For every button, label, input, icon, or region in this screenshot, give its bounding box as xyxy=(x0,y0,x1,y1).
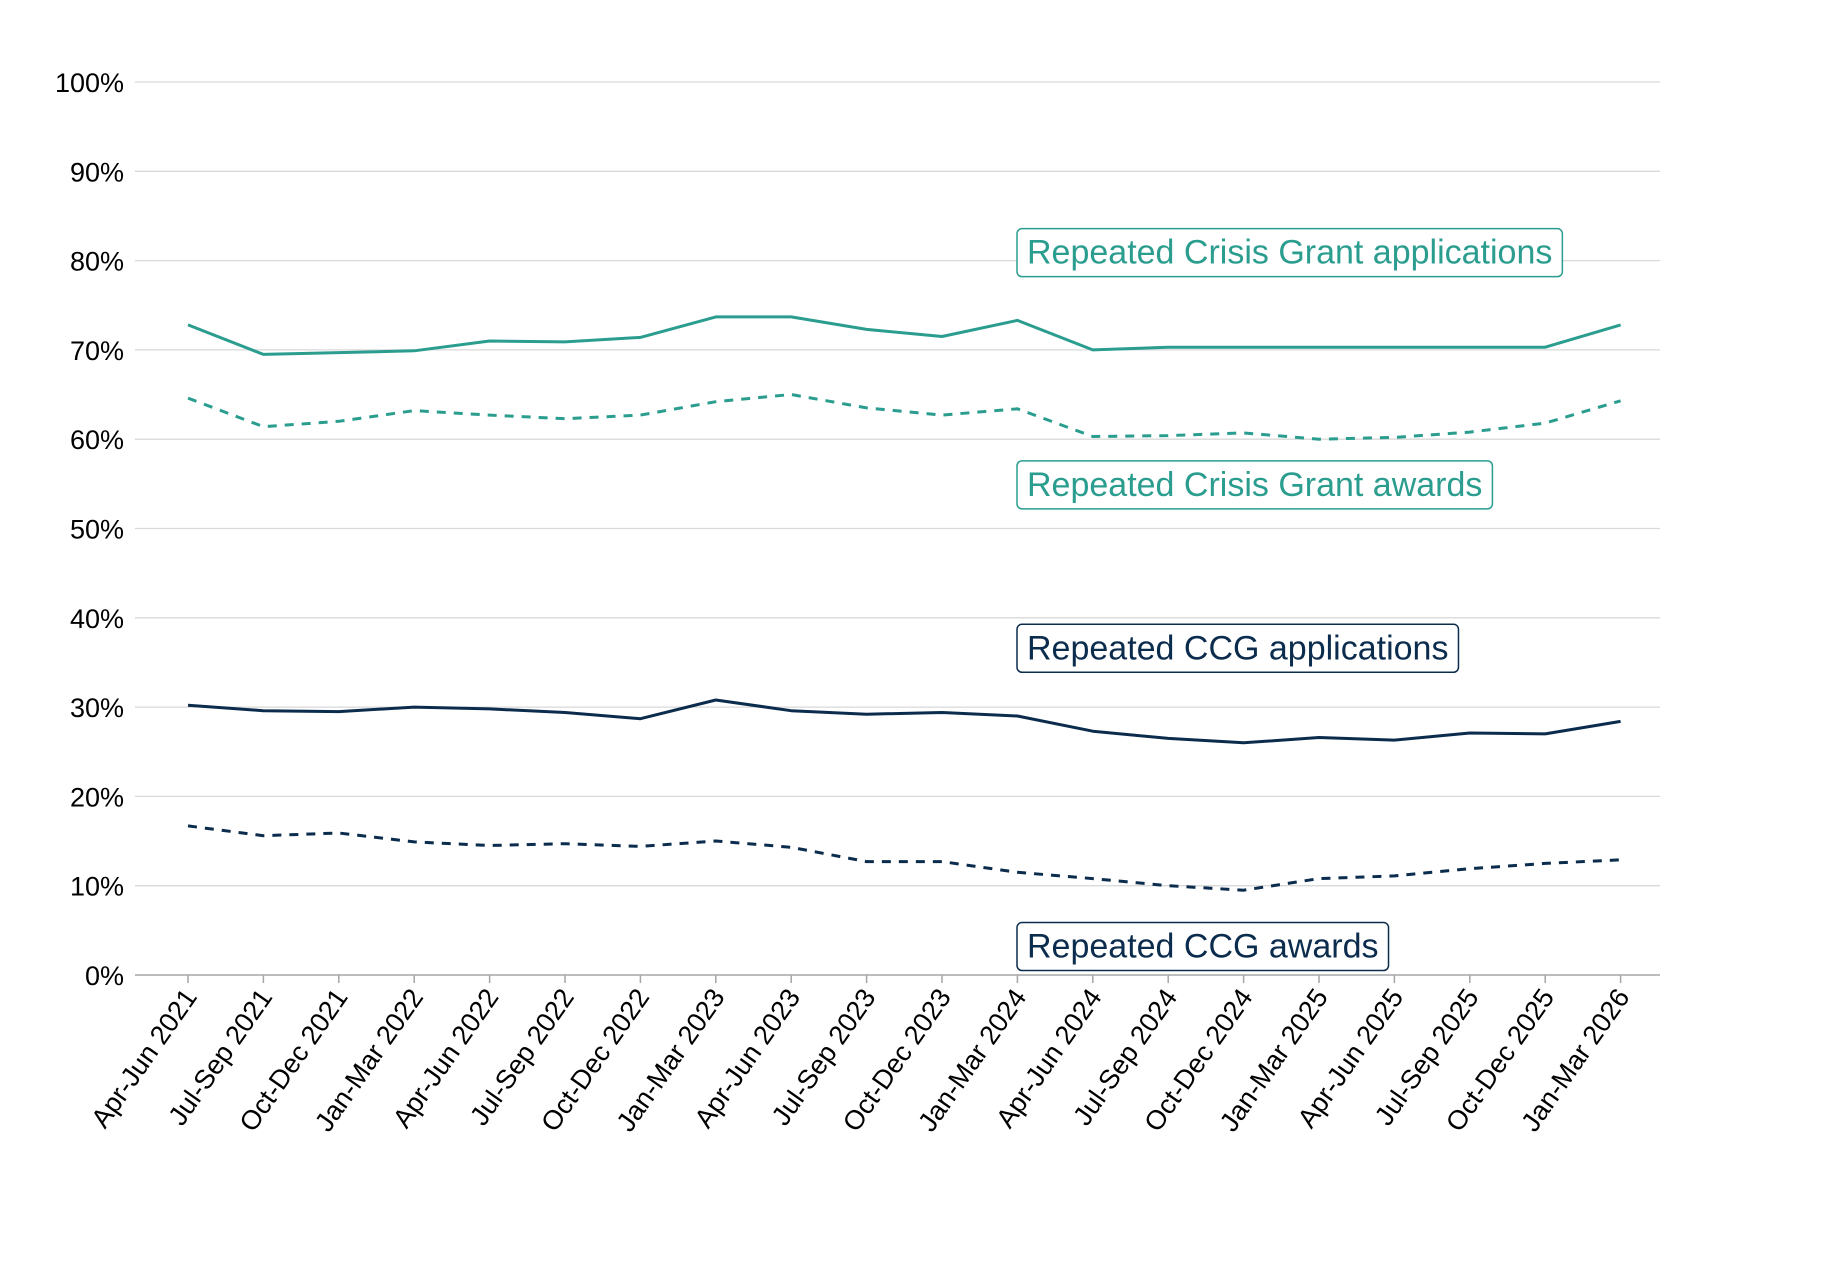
series-lines xyxy=(187,315,1622,892)
series-label-box xyxy=(1016,623,1460,674)
y-tick-label: 0% xyxy=(85,961,124,991)
series-label-box xyxy=(1016,227,1564,278)
series-label-box xyxy=(1016,460,1494,510)
y-axis-tick-labels: 0% 10% 20% 30% 40% 50% 60% 70% 80% 90% 100% xyxy=(55,68,124,991)
y-tick-label: 80% xyxy=(70,247,124,277)
series-label-0: Repeated Crisis Grant applications xyxy=(1016,227,1564,278)
series-line-0 xyxy=(187,315,1622,356)
series-line-3 xyxy=(187,824,1621,892)
y-tick-label: 10% xyxy=(70,872,124,902)
series-label-text: Repeated Crisis Grant applications xyxy=(1027,234,1552,272)
series-label-box xyxy=(1016,921,1390,972)
series-labels: Repeated Crisis Grant applications Repeat… xyxy=(1016,227,1564,972)
series-label-3: Repeated CCG awards xyxy=(1016,921,1390,972)
y-tick-label: 70% xyxy=(70,336,124,366)
series-label-text: Repeated CCG applications xyxy=(1027,629,1448,667)
y-tick-label: 60% xyxy=(70,425,124,455)
x-axis xyxy=(135,974,1660,983)
series-label-2: Repeated CCG applications xyxy=(1016,623,1460,674)
series-label-text: Repeated Crisis Grant awards xyxy=(1027,466,1482,504)
y-tick-label: 50% xyxy=(70,515,124,545)
series-line-2 xyxy=(187,698,1621,745)
y-tick-label: 90% xyxy=(70,157,124,187)
series-label-1: Repeated Crisis Grant awards xyxy=(1016,460,1494,510)
y-tick-label: 40% xyxy=(70,604,124,634)
series-line-1 xyxy=(187,393,1622,441)
y-tick-label: 100% xyxy=(55,68,124,98)
series-label-text: Repeated CCG awards xyxy=(1027,928,1379,966)
y-tick-label: 30% xyxy=(70,693,124,723)
y-tick-label: 20% xyxy=(70,782,124,812)
